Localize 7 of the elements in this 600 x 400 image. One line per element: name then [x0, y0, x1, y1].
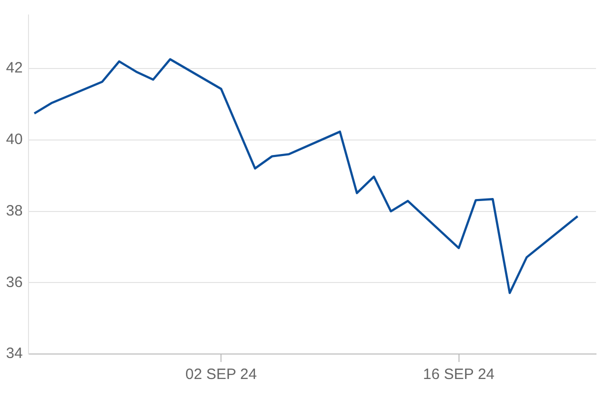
y-tick-label: 40	[6, 131, 23, 148]
y-tick-label: 38	[6, 202, 23, 220]
x-tick-label: 02 SEP 24	[185, 366, 257, 384]
y-tick-label: 36	[6, 274, 23, 291]
x-tick-label: 16 SEP 24	[423, 366, 494, 384]
y-tick-label: 42	[6, 60, 23, 77]
y-tick-label: 34	[6, 345, 23, 362]
